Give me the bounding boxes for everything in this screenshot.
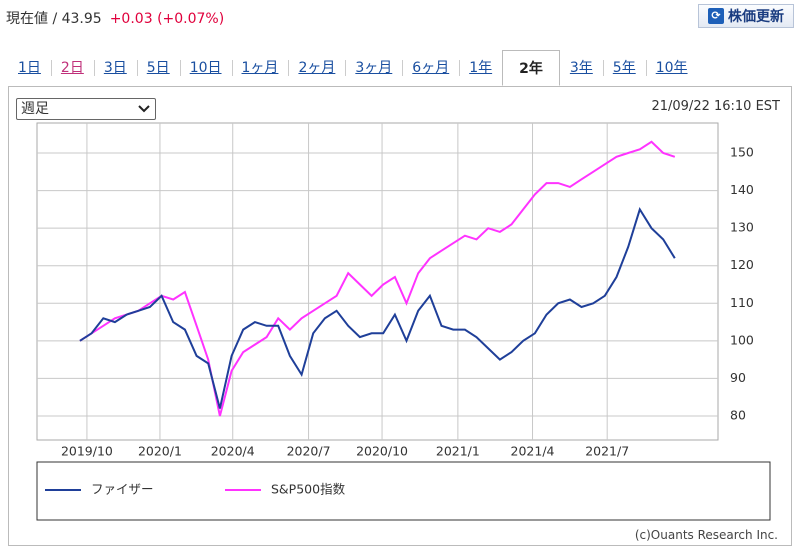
period-tab[interactable]: 10年 [645, 50, 698, 86]
y-tick-label: 80 [730, 407, 746, 422]
legend-box [36, 461, 771, 521]
y-tick-label: 100 [730, 332, 754, 347]
y-tick-label: 110 [730, 295, 754, 310]
period-tab[interactable]: 10日 [179, 50, 232, 86]
period-tab[interactable]: 1年 [459, 50, 502, 86]
x-tick-label: 2020/4 [211, 444, 255, 459]
period-tab[interactable]: 3日 [93, 50, 137, 86]
legend-label: ファイザー [91, 482, 154, 497]
series-line [79, 140, 676, 417]
y-tick-label: 90 [730, 370, 746, 385]
period-tab[interactable]: 3年 [569, 60, 593, 76]
chevron [138, 105, 150, 113]
x-tick-label: 2020/10 [356, 444, 408, 459]
y-tick-label: 150 [730, 145, 754, 160]
change-pct: (+0.07%) [157, 11, 225, 27]
change: +0.03 [109, 11, 153, 27]
period-tab[interactable]: 5日 [136, 50, 180, 86]
y-tick-label: 140 [730, 182, 754, 197]
y-tick-label: 120 [730, 257, 754, 272]
copyright: (c)Ouants Research Inc. [634, 528, 778, 542]
x-tick-label: 2021/1 [436, 444, 480, 459]
price: 現在値 / 43.95 [6, 11, 102, 27]
legend-label: S&P500指数 [271, 482, 346, 497]
x-tick-label: 2020/1 [138, 444, 182, 459]
x-tick-label: 2019/10 [61, 444, 113, 459]
period-select[interactable]: 週足 [16, 98, 156, 120]
x-tick-label: 2021/7 [585, 444, 629, 459]
x-tick-label: 2021/4 [511, 444, 555, 459]
refresh-button[interactable]: ⟳ 株価更新 [698, 4, 794, 28]
period-tab[interactable]: 2ヶ月 [288, 50, 345, 86]
refresh-icon: ⟳ [708, 8, 724, 24]
period-tabs: 1日 2日 3日 5日 10日 1ヶ月 2ヶ月 3ヶ月 6ヶ月 1年 2年 3年 5年 10年 [8, 50, 792, 87]
period-tab[interactable]: 3ヶ月 [345, 50, 402, 86]
plot-area [36, 122, 719, 441]
y-tick-label: 130 [730, 220, 754, 235]
period-tab[interactable]: 1ヶ月 [231, 50, 289, 86]
period-tab[interactable]: 2日 [50, 50, 94, 86]
series-line [79, 207, 676, 409]
select-value: 週足 [21, 101, 49, 117]
period-tab[interactable]: 6ヶ月 [402, 50, 459, 86]
price-header: 現在値 / 43.95 +0.03 (+0.07%) [6, 8, 224, 28]
period-tab[interactable]: 1日 [18, 60, 41, 76]
refresh-label: 株価更新 [728, 9, 784, 25]
period-tab[interactable]: 5年 [602, 50, 646, 86]
period-tab[interactable]: 2年 [502, 50, 560, 86]
chart-panel [8, 86, 792, 546]
x-tick-label: 2020/7 [287, 444, 331, 459]
timestamp: 21/09/22 16:10 EST [651, 99, 780, 114]
